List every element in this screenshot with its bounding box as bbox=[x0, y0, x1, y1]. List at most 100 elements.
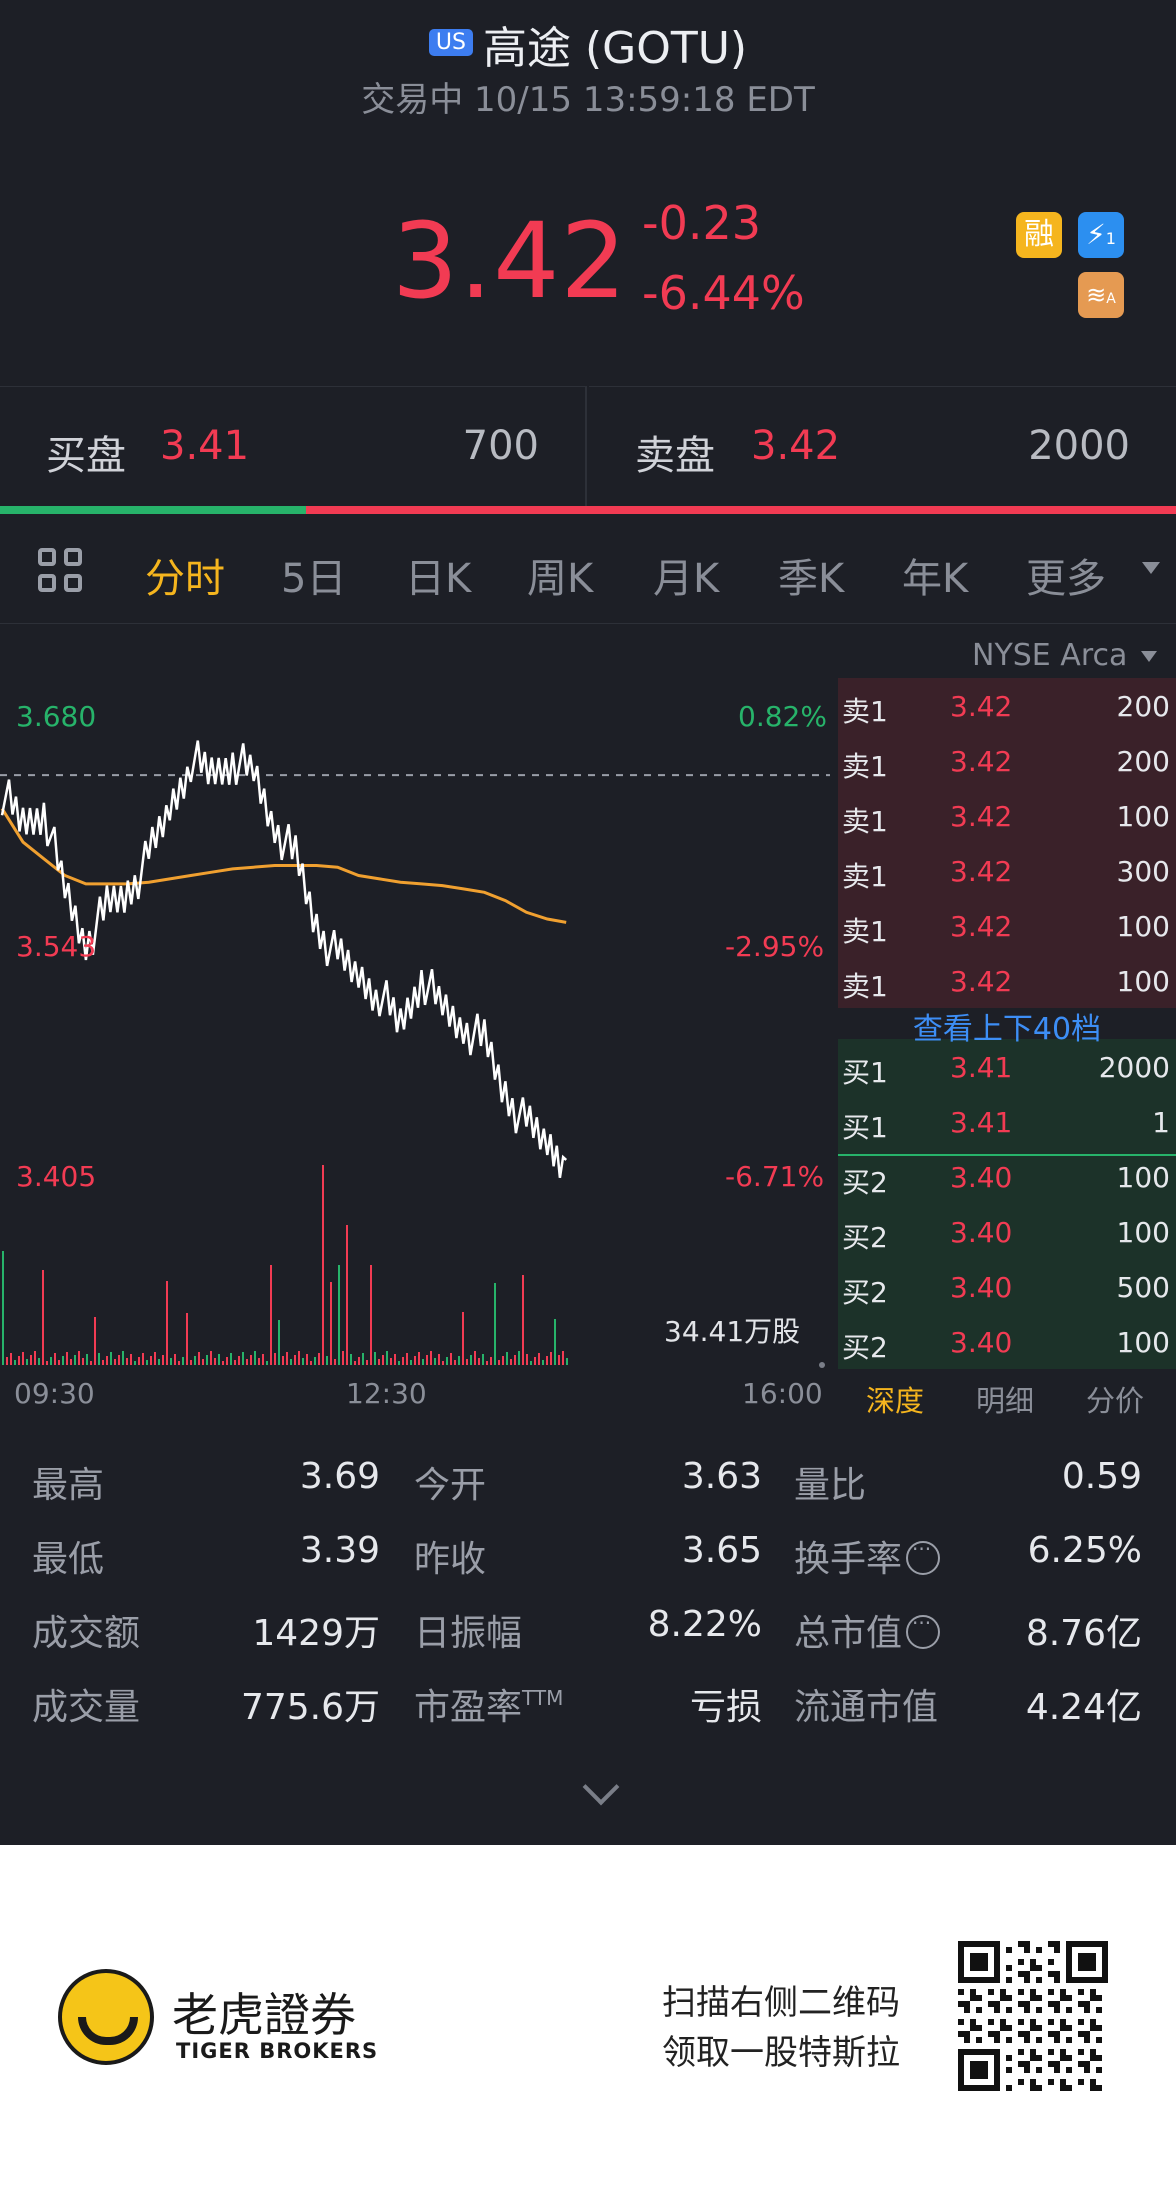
order-side: 卖1 bbox=[842, 750, 888, 783]
volume-bar bbox=[110, 1352, 112, 1365]
y-label-low: 3.405 bbox=[16, 1160, 97, 1193]
layers-icon[interactable]: ≋A bbox=[1078, 272, 1124, 318]
volume-bar bbox=[434, 1358, 436, 1365]
buy-order-row[interactable]: 买2 3.40 100 bbox=[838, 1314, 1176, 1369]
stat-value: 8.76亿 bbox=[1025, 1613, 1142, 1654]
sell-order-row[interactable]: 卖1 3.42 200 bbox=[838, 733, 1176, 788]
tab-5day[interactable]: 5日 bbox=[281, 556, 347, 602]
qr-module bbox=[1030, 2019, 1036, 2025]
volume-bar bbox=[46, 1361, 48, 1365]
volume-bar bbox=[494, 1283, 496, 1365]
buy-order-row[interactable]: 买2 3.40 500 bbox=[838, 1259, 1176, 1314]
tab-more[interactable]: 更多 bbox=[1026, 556, 1106, 602]
qr-module bbox=[970, 1995, 976, 2001]
qr-module bbox=[1036, 1995, 1042, 2001]
stat-label-market-cap: 总市值 bbox=[794, 1604, 941, 1656]
qr-module bbox=[958, 2019, 964, 2025]
tab-yearly-k[interactable]: 年K bbox=[902, 556, 969, 602]
volume-bar bbox=[250, 1355, 252, 1365]
volume-bar bbox=[546, 1356, 548, 1365]
volume-bar bbox=[166, 1281, 168, 1365]
exchange-caret-icon[interactable] bbox=[1141, 651, 1157, 662]
qr-module bbox=[1048, 1971, 1054, 1977]
volume-bar bbox=[206, 1355, 208, 1365]
order-qty: 200 bbox=[1116, 745, 1170, 778]
tab-weekly-k[interactable]: 周K bbox=[527, 556, 594, 602]
qr-module bbox=[1030, 2049, 1036, 2055]
tab-detail[interactable]: 明细 bbox=[976, 1384, 1035, 1418]
sell-order-row[interactable]: 卖1 3.42 100 bbox=[838, 788, 1176, 843]
stat-value: 亏损 bbox=[689, 1687, 762, 1728]
bid-box[interactable]: 买盘 3.41 700 bbox=[0, 386, 587, 506]
order-side: 买2 bbox=[842, 1221, 888, 1254]
buy-order-row[interactable]: 买1 3.41 2000 bbox=[838, 1039, 1176, 1094]
volume-bar bbox=[430, 1351, 432, 1365]
volume-bar bbox=[234, 1360, 236, 1365]
order-qty: 200 bbox=[1116, 690, 1170, 723]
qr-module bbox=[1036, 2067, 1042, 2073]
promo-footer: 老虎證券 TIGER BROKERS 扫描右侧二维码 领取一股特斯拉 bbox=[0, 1845, 1176, 2189]
buy-order-row[interactable]: 买1 3.41 1 bbox=[838, 1094, 1176, 1149]
qr-module bbox=[1066, 1995, 1072, 2001]
volume-bar bbox=[558, 1355, 560, 1365]
bid-qty: 700 bbox=[462, 423, 539, 469]
stat-value: 3.65 bbox=[681, 1530, 762, 1571]
order-price: 3.42 bbox=[950, 855, 1013, 888]
info-icon[interactable] bbox=[906, 1611, 941, 1649]
volume-bar bbox=[214, 1358, 216, 1365]
grid-menu-icon[interactable] bbox=[38, 548, 86, 596]
tab-daily-k[interactable]: 日K bbox=[405, 556, 472, 602]
qr-module bbox=[1054, 2031, 1060, 2037]
volume-bar bbox=[482, 1354, 484, 1365]
tab-monthly-k[interactable]: 月K bbox=[653, 556, 720, 602]
more-caret-icon[interactable] bbox=[1142, 562, 1160, 574]
y-pct-low: -6.71% bbox=[725, 1160, 825, 1193]
volume-bar bbox=[366, 1360, 368, 1365]
volume-bar bbox=[210, 1351, 212, 1365]
buy-order-row[interactable]: 买2 3.40 100 bbox=[838, 1149, 1176, 1204]
exchange-selector[interactable]: NYSE Arca bbox=[972, 638, 1128, 673]
stat-label-turnover: 换手率 bbox=[794, 1530, 941, 1582]
buy-order-row[interactable]: 买2 3.40 100 bbox=[838, 1204, 1176, 1259]
volume-bar bbox=[442, 1361, 444, 1365]
volume-bar bbox=[138, 1357, 140, 1365]
flash-order-icon[interactable]: ⚡1 bbox=[1078, 212, 1124, 258]
sell-order-row[interactable]: 卖1 3.42 300 bbox=[838, 843, 1176, 898]
y-label-mid: 3.543 bbox=[16, 930, 97, 963]
volume-bar bbox=[2, 1251, 4, 1365]
qr-module bbox=[1000, 1995, 1006, 2001]
tab-depth[interactable]: 深度 bbox=[866, 1384, 925, 1418]
qr-module bbox=[1018, 2031, 1024, 2037]
volume-bar bbox=[458, 1356, 460, 1365]
sell-order-row[interactable]: 卖1 3.42 100 bbox=[838, 953, 1176, 1008]
x-label-mid: 12:30 bbox=[346, 1377, 427, 1410]
y-label-high: 3.680 bbox=[16, 700, 97, 733]
tab-intraday[interactable]: 分时 bbox=[145, 556, 225, 602]
volume-bar bbox=[170, 1358, 172, 1365]
qr-module bbox=[1096, 2055, 1102, 2061]
sell-order-row[interactable]: 卖1 3.42 100 bbox=[838, 898, 1176, 953]
qr-code[interactable] bbox=[958, 1941, 1108, 2091]
qr-module bbox=[1036, 1947, 1042, 1953]
info-icon[interactable] bbox=[906, 1537, 941, 1575]
volume-bar bbox=[566, 1358, 568, 1365]
order-side: 卖1 bbox=[842, 860, 888, 893]
ask-price: 3.42 bbox=[751, 423, 841, 469]
qr-module bbox=[1006, 2085, 1012, 2091]
margin-badge-icon[interactable]: 融 bbox=[1016, 212, 1062, 258]
tab-quarterly-k[interactable]: 季K bbox=[778, 556, 845, 602]
qr-module bbox=[1078, 2079, 1084, 2085]
sell-order-row[interactable]: 卖1 3.42 200 bbox=[838, 678, 1176, 733]
order-price: 3.42 bbox=[950, 965, 1013, 998]
qr-module bbox=[1090, 2049, 1096, 2055]
intraday-chart[interactable] bbox=[0, 690, 830, 1380]
qr-module bbox=[1054, 2007, 1060, 2013]
tab-price-dist[interactable]: 分价 bbox=[1086, 1384, 1145, 1418]
volume-bar bbox=[258, 1358, 260, 1365]
qr-module bbox=[1054, 2067, 1060, 2073]
ask-box[interactable]: 卖盘 3.42 2000 bbox=[589, 386, 1176, 506]
view-40-levels-link[interactable]: 查看上下40档 bbox=[912, 1012, 1102, 1047]
volume-bar bbox=[98, 1353, 100, 1365]
volume-bar bbox=[262, 1354, 264, 1365]
avg-price-line bbox=[0, 807, 567, 924]
